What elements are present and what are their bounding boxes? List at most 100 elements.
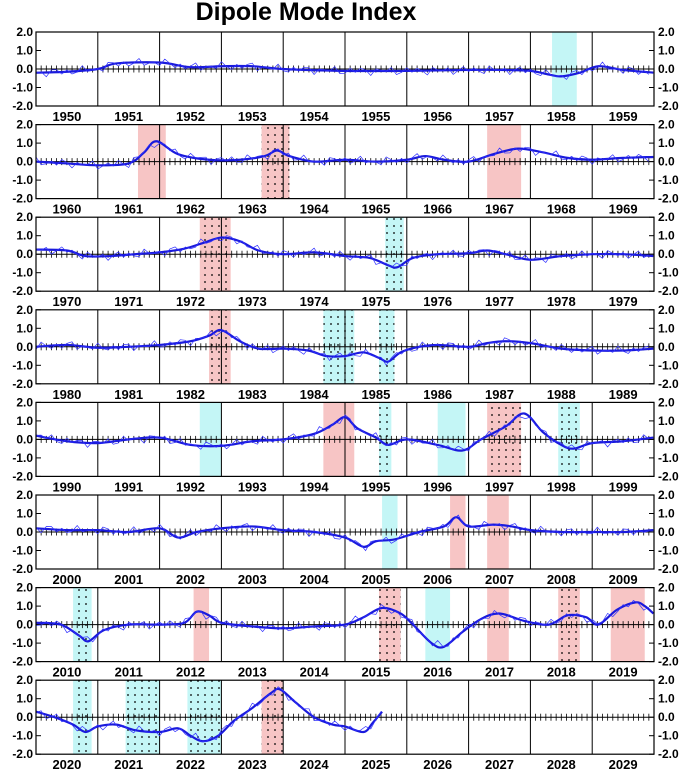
y-tick-label-left: 1.0 (16, 321, 33, 335)
decade-panel: 2.0 2.0 1.0 1.0 0.0 0.0 -1.0 -1.0 -2.0 -2.0 1960 19… (12, 118, 679, 217)
y-tick-label-left: -1.0 (12, 451, 33, 465)
y-tick-label-right: 1.0 (658, 599, 675, 613)
year-label: 2014 (300, 665, 330, 680)
year-label: 1953 (238, 109, 267, 124)
y-tick-label-right: -1.0 (658, 544, 679, 558)
y-tick-label-right: 2.0 (658, 581, 675, 595)
y-tick-label-left: -2.0 (12, 469, 33, 483)
y-tick-label-left: -1.0 (12, 358, 33, 372)
year-label: 1974 (300, 294, 330, 309)
year-label: 2022 (176, 757, 205, 772)
y-tick-label-right: 2.0 (658, 673, 675, 687)
year-label: 1971 (114, 294, 143, 309)
year-label: 1973 (238, 294, 267, 309)
y-tick-label-left: 0.0 (16, 432, 33, 446)
year-label: 2028 (547, 757, 576, 772)
y-tick-label-left: 1.0 (16, 507, 33, 521)
y-tick-label-right: -2.0 (658, 655, 679, 669)
year-label: 1998 (547, 479, 576, 494)
chart-title: Dipole Mode Index (196, 0, 417, 26)
decade-panel: 2.0 2.0 1.0 1.0 0.0 0.0 -1.0 -1.0 -2.0 -2.0 1970 19… (12, 210, 679, 309)
panel-frame (35, 494, 655, 570)
dmi-monthly-line (35, 686, 382, 742)
panel-frame (35, 401, 655, 477)
year-label: 1951 (114, 109, 143, 124)
year-label: 1980 (52, 387, 81, 402)
y-tick-label-right: -2.0 (658, 377, 679, 391)
y-tick-label-left: 1.0 (16, 692, 33, 706)
y-tick-label-left: 2.0 (16, 118, 33, 132)
year-label: 2003 (238, 572, 267, 587)
y-tick-label-left: 0.0 (16, 525, 33, 539)
y-tick-label-right: -1.0 (658, 451, 679, 465)
year-label: 1997 (485, 479, 514, 494)
year-label: 2005 (361, 572, 390, 587)
year-label: 2023 (238, 757, 267, 772)
year-label: 2026 (423, 757, 452, 772)
y-tick-label-left: 2.0 (16, 488, 33, 502)
panel-frame (35, 679, 655, 755)
dmi-monthly-line (35, 414, 650, 452)
y-tick-label-left: -2.0 (12, 747, 33, 761)
year-label: 1986 (423, 387, 452, 402)
year-label: 2013 (238, 665, 267, 680)
y-tick-label-right: 0.0 (658, 432, 675, 446)
y-tick-label-left: -1.0 (12, 729, 33, 743)
year-label: 2024 (300, 757, 330, 772)
y-tick-label-left: 2.0 (16, 673, 33, 687)
year-label: 1969 (609, 202, 638, 217)
y-tick-label-left: 1.0 (16, 229, 33, 243)
dmi-smoothed-line (35, 61, 654, 78)
y-tick-label-left: 2.0 (16, 210, 33, 224)
y-tick-label-left: -1.0 (12, 544, 33, 558)
y-tick-label-left: -2.0 (12, 562, 33, 576)
y-tick-label-right: 1.0 (658, 321, 675, 335)
y-tick-label-left: -1.0 (12, 636, 33, 650)
year-label: 1993 (238, 479, 267, 494)
year-label: 1981 (114, 387, 143, 402)
year-label: 1977 (485, 294, 514, 309)
y-tick-label-right: -2.0 (658, 747, 679, 761)
dmi-smoothed-line (35, 412, 654, 452)
year-label: 2011 (115, 665, 143, 680)
panel-frame (35, 31, 655, 107)
y-tick-label-left: -2.0 (12, 284, 33, 298)
year-label: 2025 (361, 757, 390, 772)
y-tick-label-right: 2.0 (658, 395, 675, 409)
year-label: 2006 (423, 572, 452, 587)
y-tick-label-right: 0.0 (658, 62, 675, 76)
panel-frame (35, 216, 655, 292)
year-label: 1955 (361, 109, 390, 124)
year-label: 2007 (485, 572, 514, 587)
year-label: 1990 (52, 479, 81, 494)
year-label: 1979 (609, 294, 638, 309)
y-tick-label-right: -1.0 (658, 81, 679, 95)
y-tick-label-right: -1.0 (658, 173, 679, 187)
year-label: 1963 (238, 202, 267, 217)
year-label: 1966 (423, 202, 452, 217)
year-label: 2012 (176, 665, 205, 680)
y-tick-label-right: -1.0 (658, 266, 679, 280)
year-label: 2001 (114, 572, 143, 587)
year-label: 2021 (114, 757, 143, 772)
year-label: 1983 (238, 387, 267, 402)
year-label: 1991 (114, 479, 143, 494)
y-tick-label-right: -2.0 (658, 192, 679, 206)
y-tick-label-left: 0.0 (16, 340, 33, 354)
y-tick-label-left: 2.0 (16, 581, 33, 595)
y-tick-label-left: -2.0 (12, 192, 33, 206)
year-label: 1961 (114, 202, 143, 217)
year-label: 2015 (361, 665, 390, 680)
year-label: 2020 (52, 757, 81, 772)
year-label: 1978 (547, 294, 576, 309)
y-tick-label-right: 2.0 (658, 303, 675, 317)
y-tick-label-left: 0.0 (16, 710, 33, 724)
year-label: 1954 (300, 109, 330, 124)
y-tick-label-right: -2.0 (658, 284, 679, 298)
y-tick-label-left: 2.0 (16, 303, 33, 317)
year-label: 1957 (485, 109, 514, 124)
year-label: 1970 (52, 294, 81, 309)
y-tick-label-left: 2.0 (16, 395, 33, 409)
dmi-monthly-line (35, 235, 649, 268)
year-label: 2010 (52, 665, 81, 680)
